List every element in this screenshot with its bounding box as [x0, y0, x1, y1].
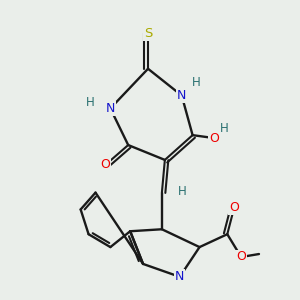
Text: S: S — [144, 27, 152, 40]
Text: H: H — [192, 76, 201, 89]
Text: O: O — [236, 250, 246, 263]
Text: N: N — [175, 270, 184, 283]
Text: H: H — [178, 185, 187, 198]
Text: N: N — [106, 102, 115, 115]
Text: H: H — [220, 122, 229, 135]
Text: O: O — [229, 201, 239, 214]
Text: O: O — [100, 158, 110, 171]
Text: N: N — [177, 89, 186, 102]
Text: H: H — [86, 96, 95, 109]
Text: O: O — [209, 132, 219, 145]
